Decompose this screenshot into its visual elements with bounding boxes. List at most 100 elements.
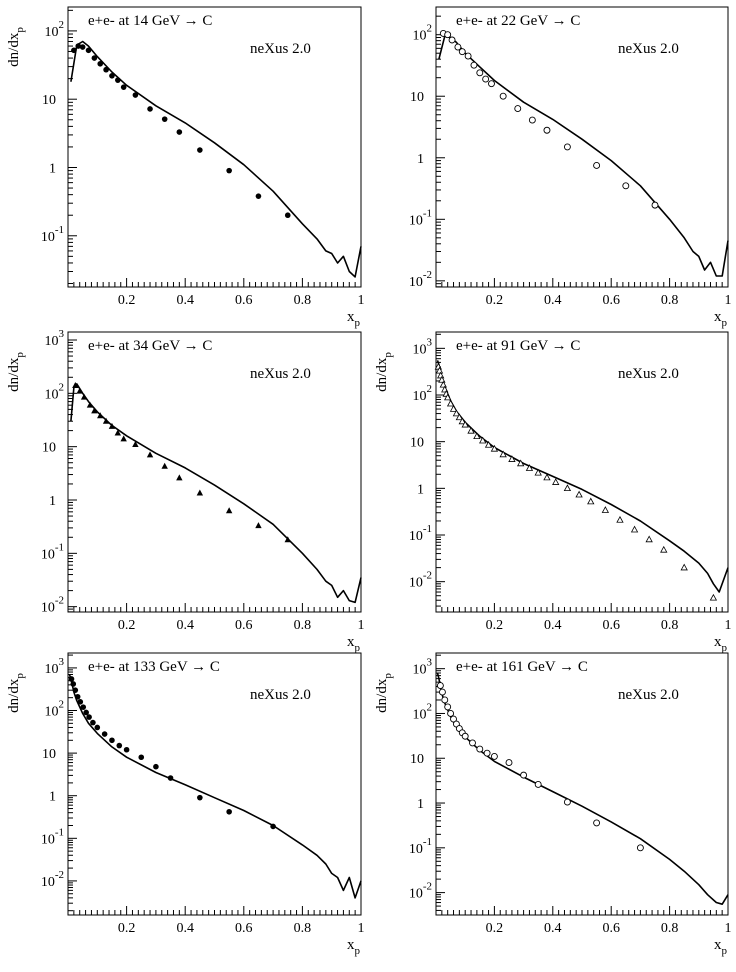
data-point (455, 413, 464, 421)
y-tick-label: 102 (45, 699, 65, 720)
y-axis-label-main: dn/dx (6, 357, 22, 392)
x-tick-label: 0.4 (544, 921, 562, 936)
y-tick-base: 10 (45, 387, 59, 402)
data-point (499, 92, 507, 100)
data-point (630, 525, 639, 533)
y-tick-label: 103 (45, 656, 65, 677)
y-axis-label: dn/dxp (6, 352, 26, 392)
data-point (76, 387, 83, 394)
y-tick-label: 10-1 (409, 836, 432, 857)
plot-frame (435, 6, 729, 288)
data-point (488, 80, 495, 88)
data-point (461, 732, 469, 740)
y-tick-label: 102 (45, 381, 65, 402)
x-tick-label: 1 (725, 293, 732, 308)
data-point (563, 798, 571, 806)
data-point (660, 545, 668, 553)
data-point (79, 44, 86, 50)
y-axis-label: dn/dxp (6, 27, 26, 67)
x-tick-label: 0.4 (544, 618, 562, 633)
y-tick-label: 10 (42, 93, 56, 108)
y-tick-base: 10 (45, 662, 59, 677)
data-point (71, 47, 77, 54)
y-tick-label: 10-2 (409, 269, 432, 290)
y-tick-label: 102 (413, 383, 433, 404)
y-tick-exponent: -2 (423, 881, 432, 893)
data-point (146, 451, 154, 458)
data-point (593, 819, 601, 827)
y-axis-label-sub: p (14, 352, 26, 358)
y-tick-exponent: 3 (427, 657, 433, 669)
x-tick-label: 0.6 (235, 618, 253, 633)
data-point (86, 714, 92, 720)
data-point (601, 506, 610, 513)
y-tick-exponent: -2 (423, 269, 432, 281)
y-tick-base: 10 (45, 705, 59, 720)
data-point (534, 468, 542, 476)
x-axis-label-sub: p (722, 317, 728, 329)
data-point (161, 462, 168, 469)
data-point (75, 43, 82, 49)
y-tick-exponent: -2 (423, 570, 432, 582)
data-point (587, 497, 595, 505)
y-tick-base: 10 (409, 275, 423, 290)
y-tick-label: 102 (413, 701, 433, 722)
y-tick-exponent: -2 (55, 869, 64, 881)
y-tick-base: 10 (45, 334, 59, 349)
y-tick-base: 10 (41, 601, 55, 616)
data-point (72, 687, 79, 693)
y-tick-base: 10 (410, 436, 424, 451)
data-point (473, 432, 481, 440)
model-annotation: neXus 2.0 (618, 687, 679, 703)
y-tick-label: 102 (413, 23, 433, 44)
data-point (176, 474, 183, 481)
y-tick-label: 10-2 (41, 595, 64, 616)
y-tick-base: 10 (41, 832, 55, 847)
data-point (458, 417, 466, 425)
data-point (83, 709, 89, 716)
x-axis-label: xp (714, 309, 728, 329)
data-point (68, 676, 75, 682)
data-point (680, 563, 688, 571)
y-tick-label: 1 (417, 797, 424, 812)
data-point (449, 405, 458, 412)
data-point (196, 489, 204, 496)
data-point (438, 375, 446, 383)
data-point (508, 455, 516, 462)
data-point (284, 212, 291, 219)
data-point (528, 116, 536, 124)
y-tick-label: 10 (410, 752, 424, 767)
x-tick-label: 0.4 (176, 921, 194, 936)
data-point (470, 61, 478, 69)
x-axis-label-sub: p (355, 642, 361, 654)
y-tick-base: 1 (49, 161, 56, 176)
x-axis-label-main: x (714, 937, 722, 953)
data-point (167, 775, 174, 781)
data-point (447, 710, 455, 717)
x-tick-label: 1 (358, 921, 365, 936)
y-tick-exponent: -1 (55, 224, 64, 236)
y-tick-base: 10 (409, 213, 423, 228)
y-axis-label-main: dn/dx (6, 32, 22, 67)
x-tick-label: 0.6 (602, 293, 620, 308)
plot-frame (435, 652, 729, 916)
data-point (132, 440, 139, 447)
y-axis-label: dn/dxp (6, 673, 26, 713)
data-point (109, 73, 115, 79)
data-point (97, 60, 104, 67)
x-tick-label: 0.2 (118, 921, 136, 936)
y-tick-label: 10-1 (409, 523, 432, 544)
data-point (436, 682, 444, 689)
data-point (505, 759, 513, 767)
y-tick-label: 1 (49, 161, 56, 176)
panel-title: e+e- at 22 GeV → C (456, 13, 580, 29)
data-point (534, 780, 542, 788)
x-tick-label: 0.4 (176, 293, 194, 308)
y-tick-base: 10 (45, 25, 59, 40)
model-curve (68, 674, 362, 899)
data-point (448, 36, 456, 44)
y-axis-label-main: dn/dx (374, 678, 390, 713)
y-tick-base: 10 (409, 576, 423, 591)
